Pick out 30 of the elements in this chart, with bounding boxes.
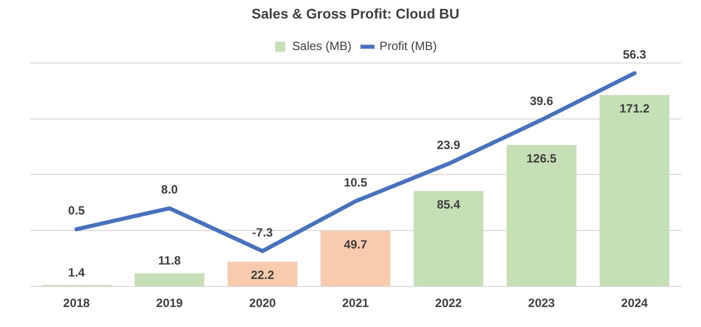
legend-label: Sales (MB): [292, 39, 352, 54]
data-label: 126.5: [526, 151, 557, 166]
data-label: 85.4: [436, 197, 460, 212]
x-tick-label: 2024: [621, 296, 648, 310]
data-label: 56.3: [622, 47, 646, 62]
x-tick-label: 2022: [435, 296, 462, 310]
bar: [320, 230, 390, 286]
data-label: 49.7: [344, 237, 368, 252]
x-tick-label: 2019: [156, 296, 184, 310]
data-label: 0.5: [68, 204, 86, 218]
data-label: 39.6: [530, 94, 554, 108]
data-label: 1.4: [68, 265, 86, 280]
data-label: 23.9: [436, 138, 460, 152]
bar: [506, 145, 576, 286]
data-label: 10.5: [344, 176, 368, 190]
data-label: 171.2: [619, 101, 650, 116]
x-tick-label: 2018: [63, 296, 90, 310]
data-label: 22.2: [250, 268, 274, 282]
x-tick-label: 2021: [342, 296, 370, 310]
x-tick-label: 2023: [528, 296, 556, 310]
data-label: -7.3: [252, 225, 274, 240]
chart-title: Sales & Gross Profit: Cloud BU: [252, 5, 460, 22]
bar: [134, 273, 204, 286]
bar: [600, 95, 670, 286]
data-label: 11.8: [158, 254, 182, 268]
x-tick-label: 2020: [249, 296, 276, 310]
data-label: 8.0: [161, 182, 178, 197]
bar: [414, 191, 484, 286]
bar: [228, 262, 298, 286]
legend-label: Profit (MB): [380, 39, 437, 54]
